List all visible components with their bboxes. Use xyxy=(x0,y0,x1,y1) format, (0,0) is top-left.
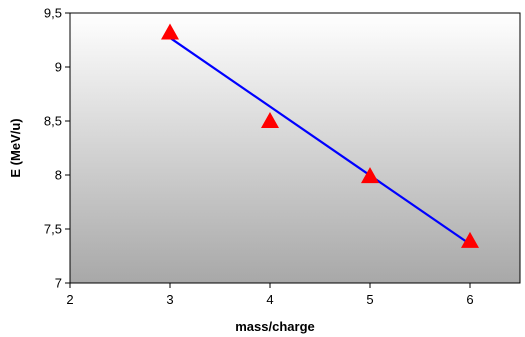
fit-line xyxy=(169,36,471,246)
data-points xyxy=(161,23,479,248)
y-axis-title: E (MeV/u) xyxy=(8,118,23,177)
y-tick-label: 7,5 xyxy=(44,222,62,237)
x-tick-label: 6 xyxy=(466,292,473,307)
x-tick-label: 5 xyxy=(366,292,373,307)
y-axis: 7 7,5 8 8,5 9 9,5 xyxy=(44,6,70,291)
y-tick-label: 8 xyxy=(55,168,62,183)
x-tick-label: 2 xyxy=(66,292,73,307)
x-axis-title: mass/charge xyxy=(235,319,315,334)
x-axis: 2 3 4 5 6 xyxy=(66,283,474,307)
x-tick-label: 3 xyxy=(166,292,173,307)
y-tick-label: 7 xyxy=(55,276,62,291)
plot-area xyxy=(69,12,521,284)
data-point-triangle xyxy=(461,231,479,248)
data-point-triangle xyxy=(161,23,179,40)
y-tick-label: 9 xyxy=(55,60,62,75)
x-tick-label: 4 xyxy=(266,292,273,307)
y-tick-label: 9,5 xyxy=(44,6,62,21)
data-point-triangle xyxy=(261,112,279,128)
y-tick-label: 8,5 xyxy=(44,114,62,129)
data-point-triangle xyxy=(361,167,379,184)
